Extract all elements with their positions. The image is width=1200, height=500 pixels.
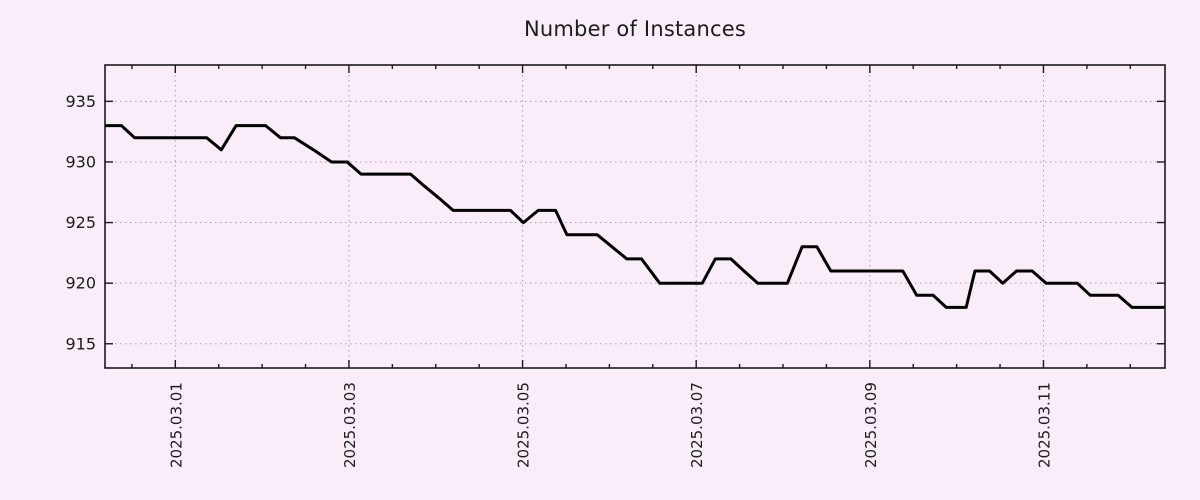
x-tick-label: 2025.03.07 [688, 382, 706, 468]
plot-border [104, 64, 1166, 369]
y-tick-label: 935 [65, 92, 96, 111]
chart-title: Number of Instances [523, 17, 746, 41]
y-tick-label: 925 [65, 213, 96, 232]
y-tick-label: 920 [65, 274, 96, 293]
x-tick-label: 2025.03.01 [167, 382, 185, 468]
x-tick-label: 2025.03.05 [515, 382, 533, 468]
data-line [105, 124, 1165, 309]
y-tick-label: 915 [65, 334, 96, 353]
x-tick-label: 2025.03.11 [1035, 382, 1053, 468]
x-tick-label: 2025.03.03 [341, 382, 359, 468]
x-tick-label: 2025.03.09 [862, 382, 880, 468]
y-tick-label: 930 [65, 152, 96, 171]
